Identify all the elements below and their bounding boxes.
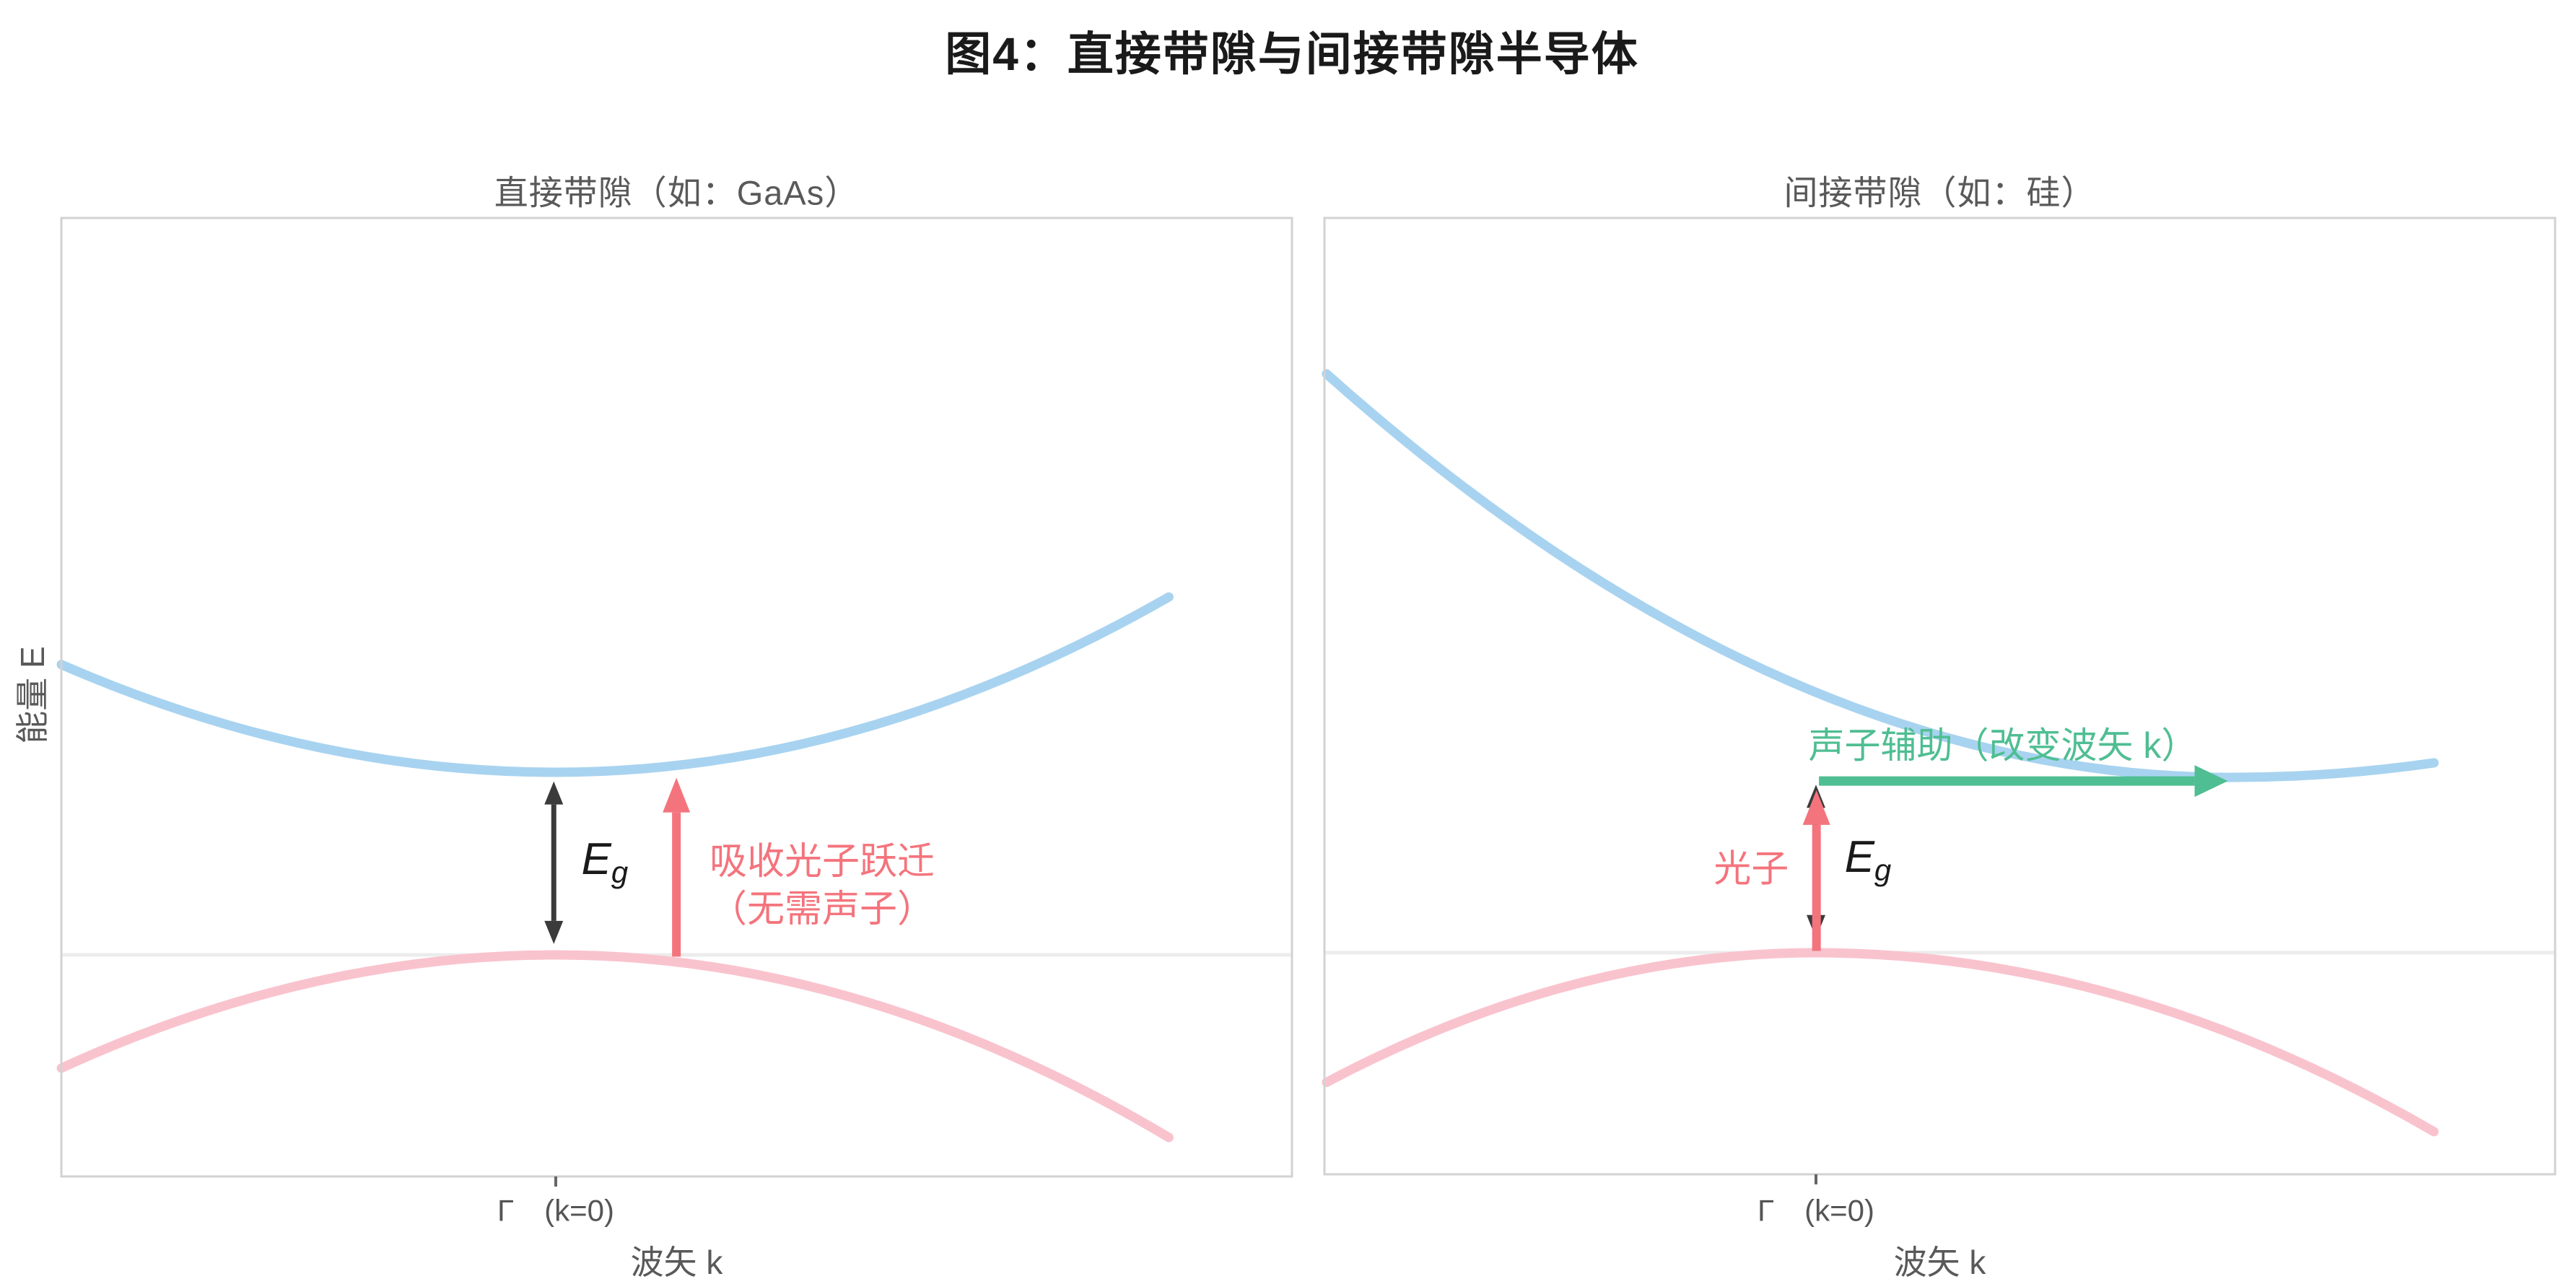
photon-transition-annotation-line1: 吸收光子跃迁 bbox=[710, 840, 935, 883]
valence-band-curve bbox=[1322, 948, 2439, 1137]
x-axis-label-wavevector-left: 波矢 k bbox=[630, 1244, 723, 1281]
eg-symbol: E bbox=[581, 834, 611, 885]
eg-subscript: g bbox=[1874, 852, 1892, 887]
eg-symbol: E bbox=[1844, 832, 1874, 883]
bandgap-arrow-head bbox=[544, 781, 564, 805]
photon-annotation: 光子 bbox=[1713, 848, 1789, 891]
panel-title-direct-bandgap: 直接带隙（如：GaAs） bbox=[494, 173, 860, 212]
valence-band-curve bbox=[56, 950, 1174, 1143]
bandgap-eg-label-direct: Eg bbox=[581, 834, 628, 890]
y-axis-label-energy: 能量 E bbox=[14, 646, 51, 744]
bandgap-eg-label-indirect: Eg bbox=[1845, 831, 1892, 888]
panel-frame bbox=[1323, 217, 2557, 1176]
panel-title-indirect-bandgap: 间接带隙（如：硅） bbox=[1783, 173, 2096, 212]
gamma-tick-label-right: Γ (k=0) bbox=[1758, 1193, 1874, 1228]
panel-frame bbox=[60, 217, 1293, 1178]
x-axis-label-wavevector-right: 波矢 k bbox=[1893, 1244, 1986, 1281]
phonon-assist-annotation: 声子辅助（改变波矢 k） bbox=[1808, 725, 2198, 767]
gamma-tick-label-left: Γ (k=0) bbox=[497, 1193, 614, 1228]
phonon-arrow-head bbox=[2194, 765, 2228, 798]
photon-arrow-head bbox=[663, 777, 691, 813]
photon-transition-annotation-line2: （无需声子） bbox=[710, 888, 935, 930]
conduction-band-curve bbox=[56, 592, 1174, 777]
photon-arrow-head bbox=[1802, 790, 1830, 825]
conduction-band-curve bbox=[1322, 369, 2439, 782]
bandgap-arrow-head bbox=[544, 920, 564, 944]
eg-subscript: g bbox=[611, 855, 629, 889]
figure-title: 图4：直接带隙与间接带隙半导体 bbox=[945, 28, 1639, 80]
photon-transition-annotation: 吸收光子跃迁 （无需声子） bbox=[710, 838, 935, 933]
